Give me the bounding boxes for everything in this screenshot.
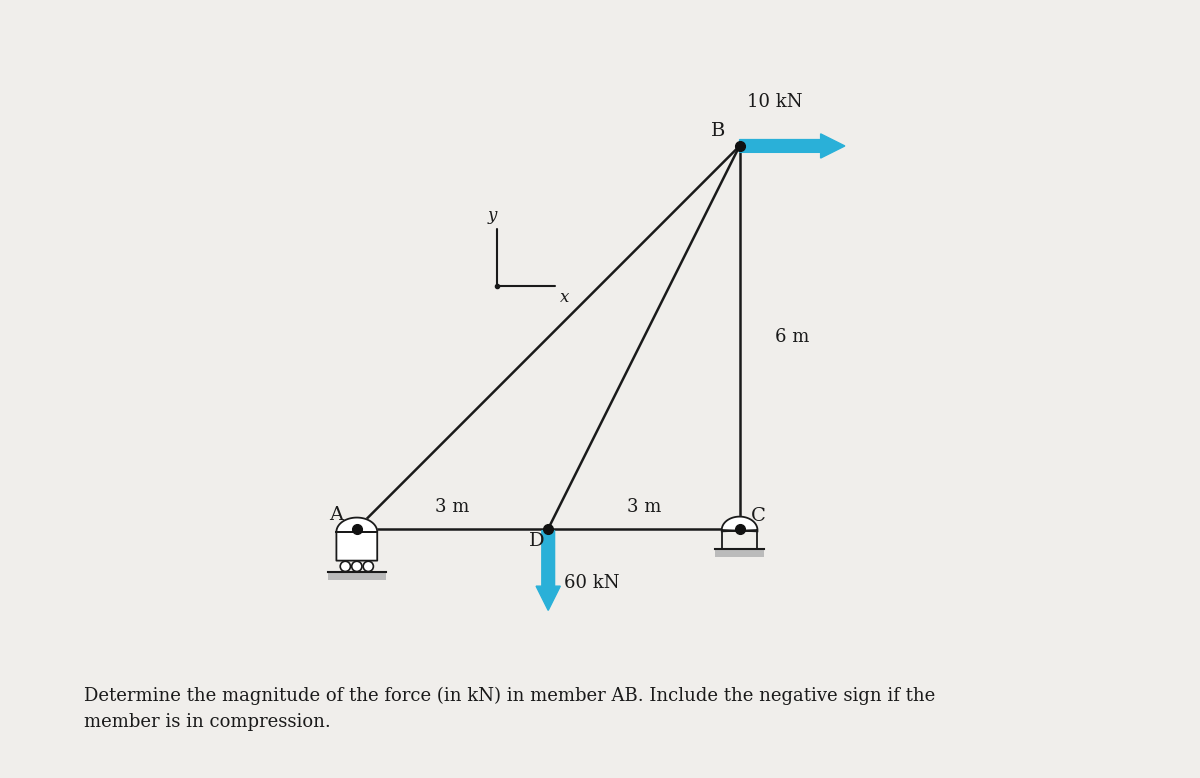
Text: D: D xyxy=(529,532,545,550)
Bar xyxy=(715,549,764,557)
Text: 3 m: 3 m xyxy=(436,498,469,516)
Text: 3 m: 3 m xyxy=(626,498,661,516)
Text: A: A xyxy=(329,506,343,524)
Circle shape xyxy=(352,561,362,572)
Text: B: B xyxy=(712,121,726,139)
Text: Determine the magnitude of the force (in kN) in member AB. Include the negative : Determine the magnitude of the force (in… xyxy=(84,687,935,731)
Text: x: x xyxy=(559,289,569,307)
Text: C: C xyxy=(751,507,766,525)
Polygon shape xyxy=(336,517,377,561)
Circle shape xyxy=(341,561,350,572)
Text: 10 kN: 10 kN xyxy=(746,93,803,110)
Text: 60 kN: 60 kN xyxy=(564,574,619,592)
Circle shape xyxy=(364,561,373,572)
Text: y: y xyxy=(487,207,497,224)
Text: 6 m: 6 m xyxy=(775,328,809,346)
Polygon shape xyxy=(721,517,757,531)
FancyArrow shape xyxy=(739,134,845,158)
Bar xyxy=(328,572,385,580)
FancyArrow shape xyxy=(536,531,560,611)
